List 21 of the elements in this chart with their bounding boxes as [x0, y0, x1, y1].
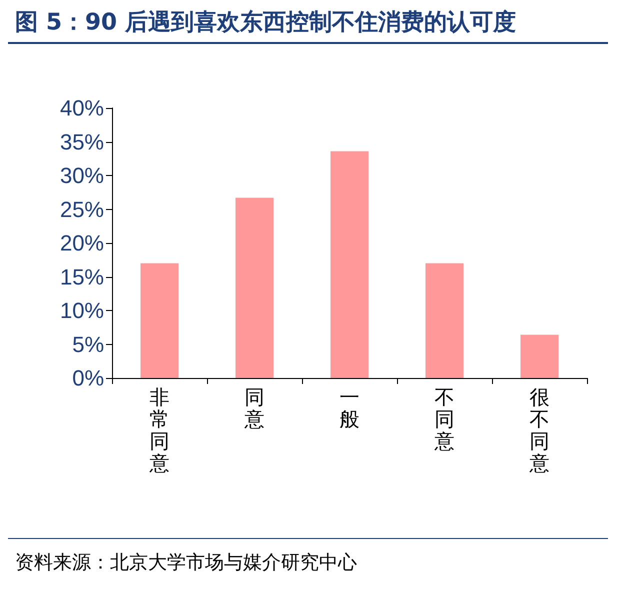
bar: [426, 263, 464, 378]
x-tick-label: 同意: [244, 385, 264, 431]
x-tick-label: 很不同意: [528, 385, 550, 475]
y-tick-label: 35%: [60, 129, 104, 154]
chart-title: 图 5：90 后遇到喜欢东西控制不住消费的认可度: [15, 8, 516, 36]
bar: [330, 151, 368, 378]
x-tick-label: 不同意: [434, 385, 454, 453]
y-tick-label: 30%: [60, 163, 104, 188]
x-tick-label: 一般: [340, 385, 360, 431]
y-tick-label: 0%: [72, 366, 104, 390]
y-tick-label: 25%: [60, 196, 104, 222]
y-tick-label: 5%: [72, 332, 104, 357]
y-tick-label: 10%: [60, 298, 104, 323]
y-tick-label: 20%: [60, 230, 104, 256]
text: 资料来源：北京大学市场与媒介研究中心: [15, 552, 357, 574]
bar: [520, 334, 558, 378]
x-tick-label: 非常同意: [148, 385, 170, 475]
y-tick-label: 40%: [60, 96, 104, 120]
y-tick-label: 15%: [60, 264, 104, 290]
bar: [140, 263, 178, 378]
bar: [236, 198, 274, 378]
